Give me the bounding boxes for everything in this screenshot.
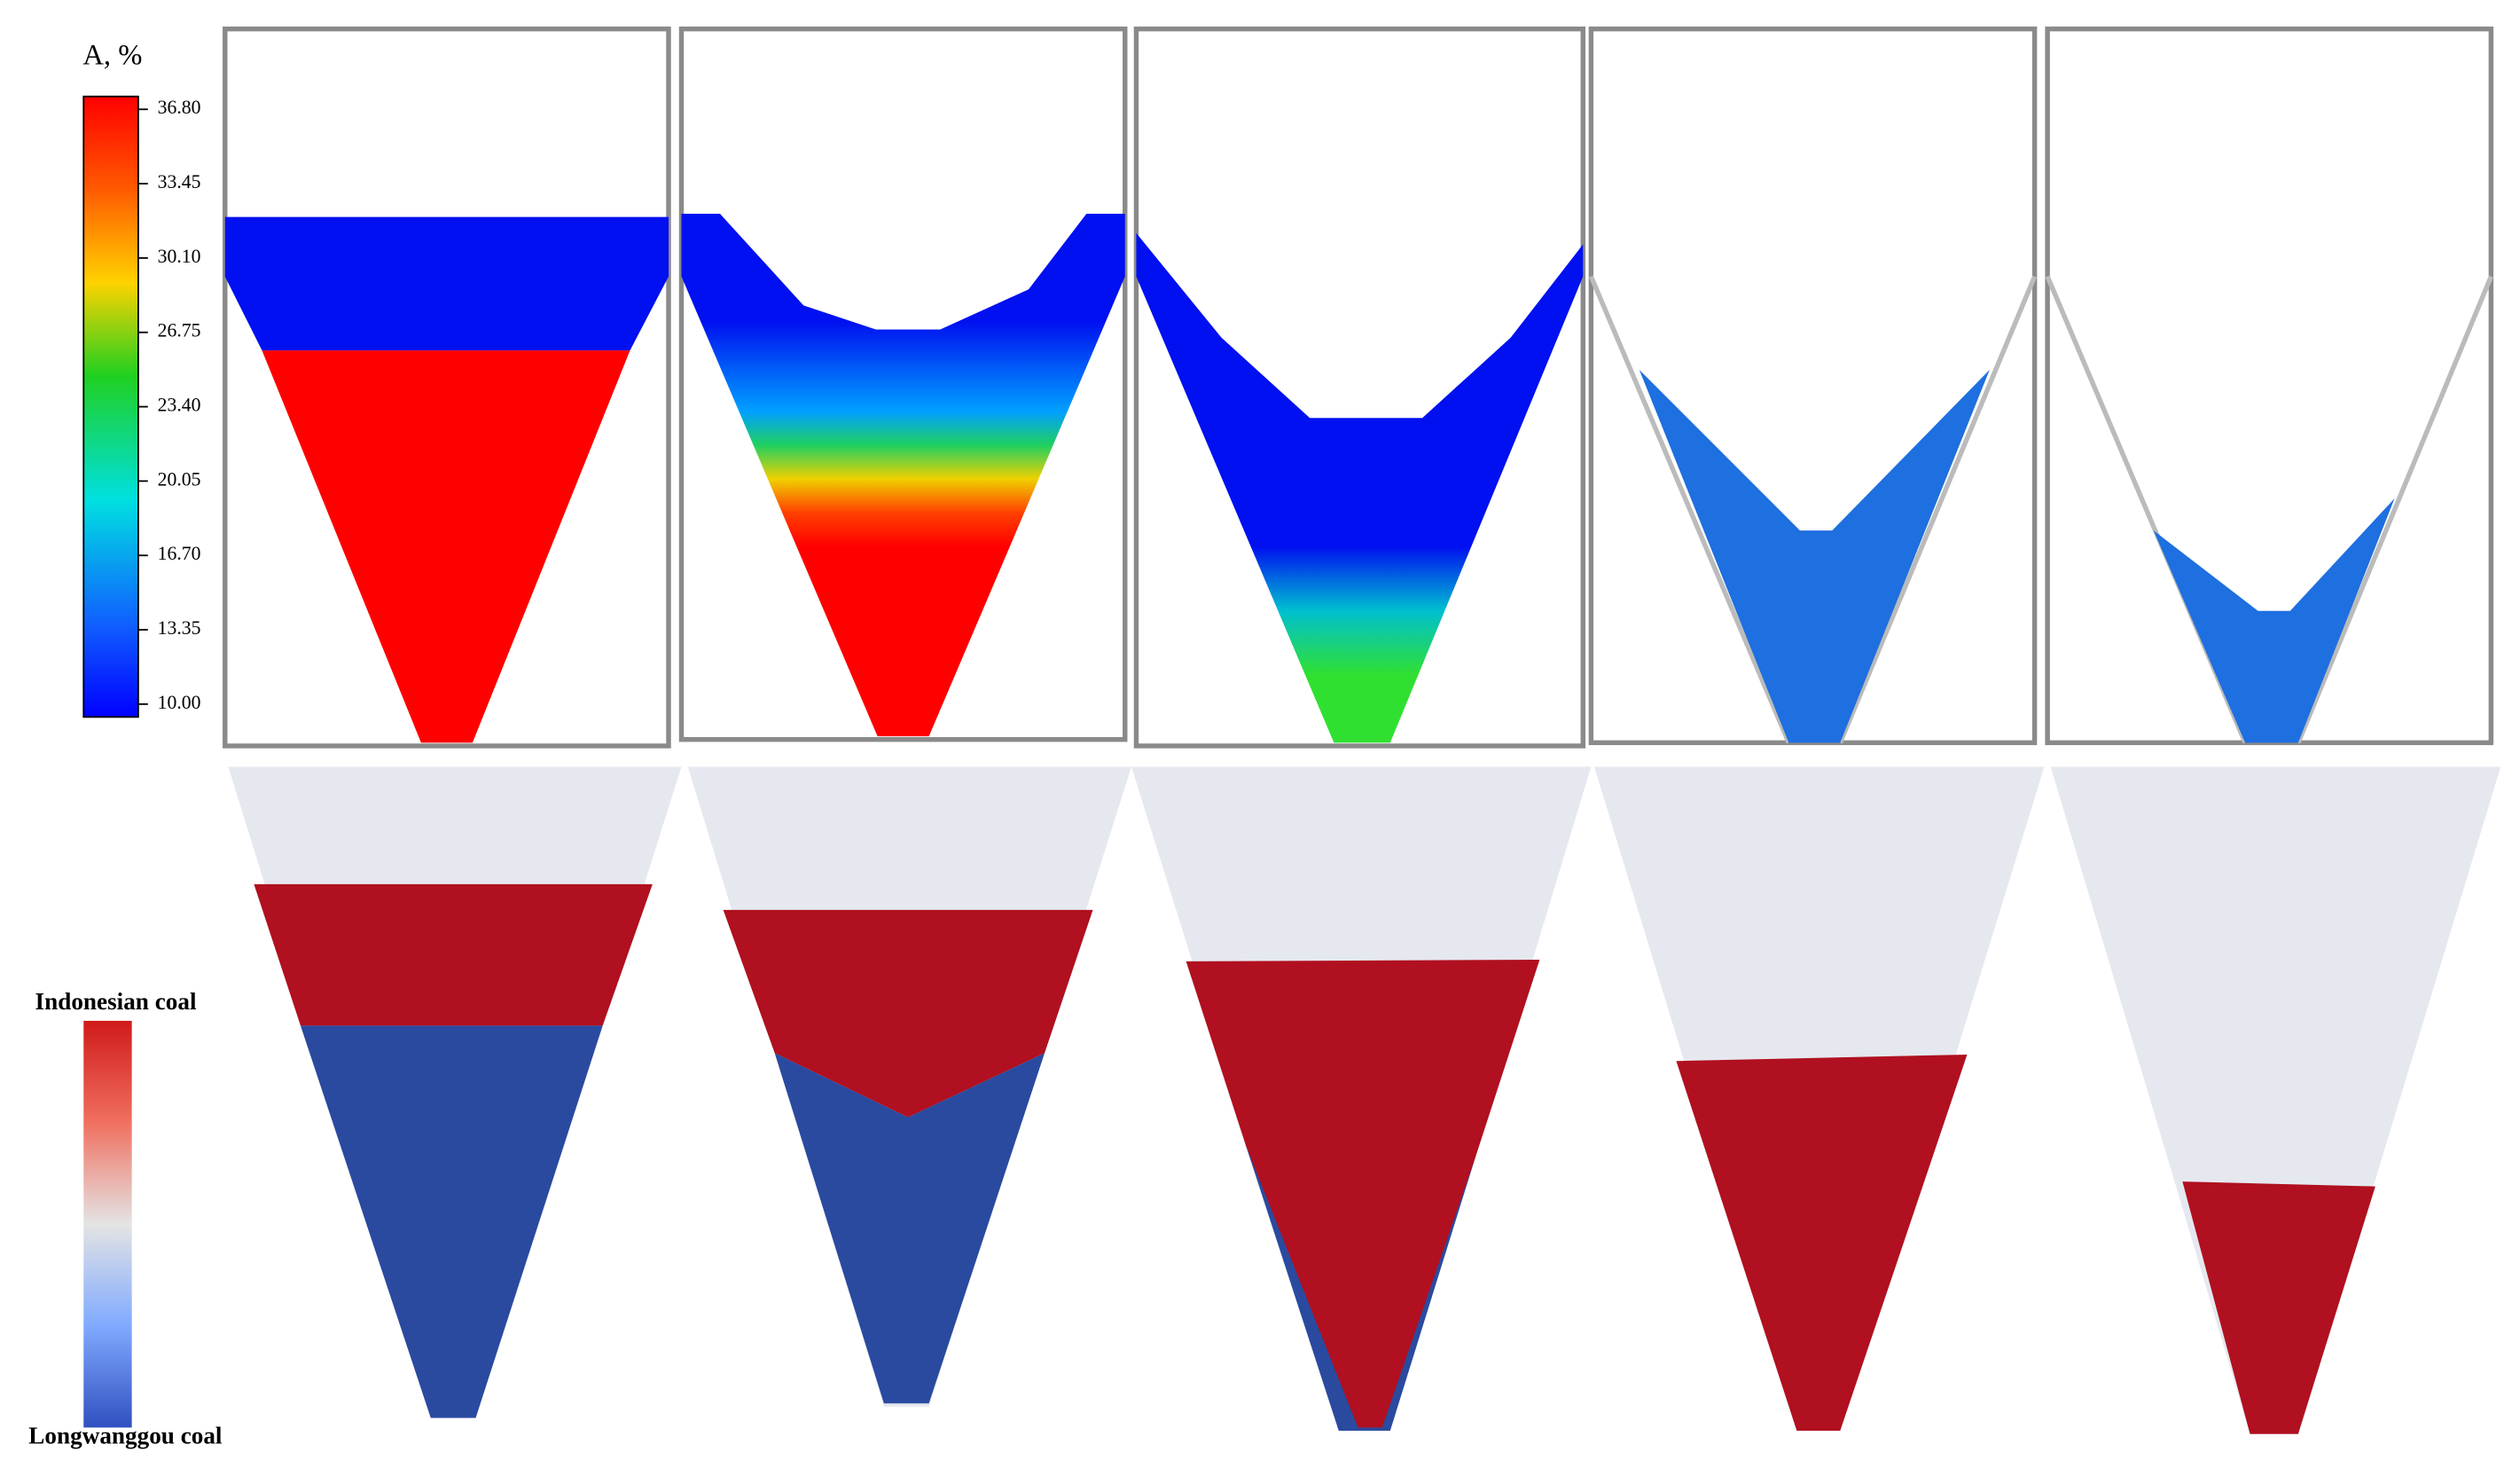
tick-label: 10.00 — [158, 692, 201, 713]
colorbar — [82, 95, 139, 718]
legend-bar — [83, 1020, 132, 1428]
tick-label: 13.35 — [158, 617, 201, 639]
bottom-row — [228, 766, 2501, 1434]
legend-top: Indonesian coal — [35, 988, 197, 1015]
tick-label: 26.75 — [158, 320, 201, 341]
tick-label: 33.45 — [158, 171, 201, 192]
tick-label: 23.40 — [158, 395, 201, 416]
colorbar-title: A, % — [82, 39, 142, 71]
tick-label: 20.05 — [158, 468, 201, 490]
top-row — [223, 26, 2494, 749]
tick-label: 16.70 — [158, 543, 201, 564]
legend-bottom: Longwanggou coal — [28, 1423, 223, 1449]
tick-label: 30.10 — [158, 246, 201, 267]
tick-label: 36.80 — [158, 97, 201, 118]
